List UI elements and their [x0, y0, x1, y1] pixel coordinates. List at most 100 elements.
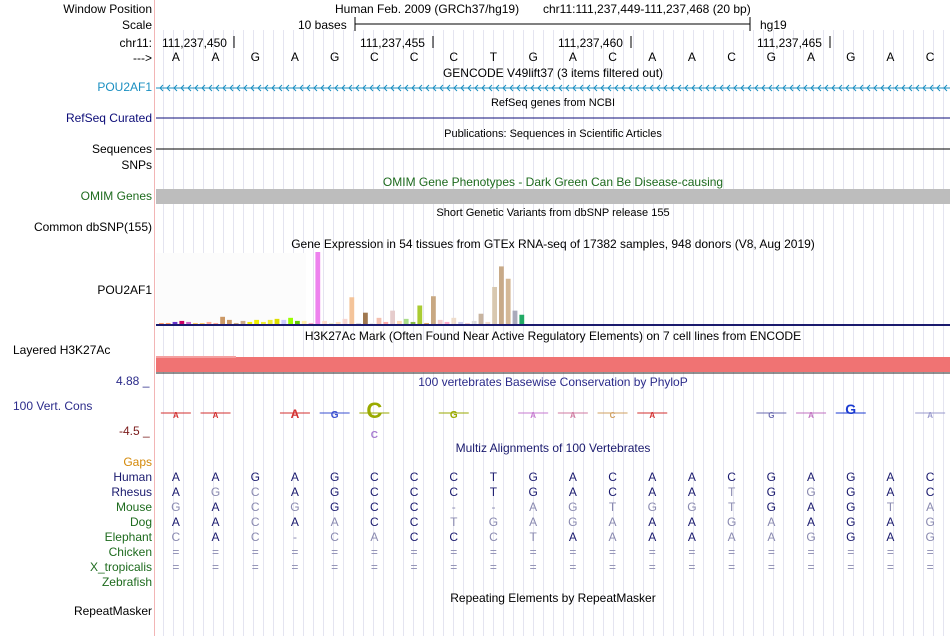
- alignment-base: G: [647, 500, 657, 514]
- grid-line: [833, 30, 834, 636]
- refseq-track-label[interactable]: RefSeq Curated: [65, 111, 152, 125]
- gtex-bar: [288, 317, 293, 324]
- alignment-base: A: [648, 515, 657, 529]
- dbsnp-track-label[interactable]: Common dbSNP(155): [33, 220, 152, 234]
- alignment-base: =: [728, 560, 736, 574]
- gtex-bar: [410, 321, 416, 324]
- alignment-base: C: [409, 470, 419, 484]
- grid-line: [163, 30, 164, 636]
- species-label[interactable]: X_tropicalis: [89, 560, 152, 574]
- gencode-strand-arrow: [222, 84, 227, 92]
- grid-line: [743, 30, 744, 636]
- refseq-track-title[interactable]: RefSeq genes from NCBI: [490, 97, 616, 109]
- gencode-strand-arrow: [278, 84, 283, 92]
- gencode-strand-arrow: [334, 84, 339, 92]
- gencode-strand-arrow: [404, 84, 409, 92]
- gtex-bar: [437, 319, 443, 324]
- omim-track-title[interactable]: OMIM Gene Phenotypes - Dark Green Can Be…: [382, 175, 724, 189]
- alignment-base: T: [608, 500, 617, 514]
- gtex-bar: [444, 321, 450, 324]
- gencode-strand-arrow: [817, 84, 822, 92]
- gencode-strand-arrow: [831, 84, 836, 92]
- grid-line: [343, 30, 344, 636]
- gencode-strand-arrow: [670, 84, 675, 92]
- dbsnp-track-title[interactable]: Short Genetic Variants from dbSNP releas…: [436, 207, 670, 219]
- species-label[interactable]: Elephant: [104, 530, 152, 544]
- gencode-strand-arrow: [299, 84, 304, 92]
- omim-track-label[interactable]: OMIM Genes: [80, 189, 152, 203]
- gtex-bar: [213, 322, 219, 324]
- alignment-base: A: [687, 515, 696, 529]
- species-label[interactable]: Human: [113, 470, 152, 484]
- gencode-strand-arrow: [712, 84, 717, 92]
- gencode-strand-arrow: [383, 84, 388, 92]
- alignment-base: A: [370, 530, 379, 544]
- gtex-bar: [417, 305, 423, 324]
- multiz-track-title[interactable]: Multiz Alignments of 100 Vertebrates: [455, 441, 651, 455]
- gencode-track-title[interactable]: GENCODE V49lift37 (3 items filtered out): [442, 66, 664, 80]
- h3k27ac-track-title[interactable]: H3K27Ac Mark (Often Found Near Active Re…: [304, 329, 802, 343]
- gencode-strand-arrow: [628, 84, 633, 92]
- gencode-strand-arrow: [607, 84, 612, 92]
- grid-line: [543, 30, 544, 636]
- gencode-strand-arrow: [229, 84, 234, 92]
- phylop-track-label[interactable]: 100 Vert. Cons: [13, 399, 93, 413]
- gtex-bar: [315, 252, 321, 324]
- grid-line: [333, 30, 334, 636]
- sequences-track-label[interactable]: Sequences: [91, 142, 152, 156]
- species-label[interactable]: Zebrafish: [101, 575, 152, 589]
- alignment-base: A: [767, 530, 776, 544]
- species-label[interactable]: Chicken: [108, 545, 152, 559]
- alignment-base: G: [925, 515, 935, 529]
- alignment-base: A: [211, 500, 220, 514]
- gtex-bar: [308, 322, 314, 324]
- species-label[interactable]: Mouse: [115, 500, 152, 514]
- h3k27ac-track-label[interactable]: Layered H3K27Ac: [13, 343, 111, 357]
- window-position-label: Window Position: [63, 2, 152, 16]
- alignment-base: C: [925, 485, 935, 499]
- gencode-gene-label[interactable]: POU2AF1: [97, 80, 152, 94]
- grid-line: [403, 30, 404, 636]
- gtex-bar: [267, 319, 273, 324]
- gencode-strand-arrow: [852, 84, 857, 92]
- species-label[interactable]: Rhesus: [111, 485, 152, 499]
- alignment-base: C: [370, 485, 379, 499]
- alignment-base: =: [489, 545, 497, 559]
- gencode-strand-arrow: [894, 84, 899, 92]
- alignment-base: T: [450, 515, 458, 529]
- gencode-strand-arrow: [208, 84, 213, 92]
- alignment-base: G: [488, 515, 499, 529]
- species-label[interactable]: Dog: [129, 515, 152, 529]
- repeatmasker-track-title[interactable]: Repeating Elements by RepeatMasker: [450, 591, 656, 605]
- grid-line: [693, 30, 694, 636]
- gencode-strand-arrow: [376, 84, 381, 92]
- grid-line: [193, 30, 194, 636]
- gencode-strand-arrow: [166, 84, 171, 92]
- alignment-base: G: [568, 515, 578, 529]
- alignment-base: =: [489, 560, 497, 574]
- gtex-bar: [240, 320, 246, 324]
- alignment-base: -: [451, 500, 456, 514]
- alignment-base: =: [569, 545, 577, 559]
- alignment-base: C: [608, 470, 617, 484]
- gtex-track-title[interactable]: Gene Expression in 54 tissues from GTEx …: [291, 237, 815, 251]
- publications-track-title[interactable]: Publications: Sequences in Scientific Ar…: [444, 128, 662, 140]
- alignment-base: A: [886, 485, 895, 499]
- phylop-logo-letter: C: [366, 398, 382, 423]
- phylop-track-title[interactable]: 100 vertebrates Basewise Conservation by…: [418, 375, 688, 389]
- snps-track-label[interactable]: SNPs: [121, 158, 152, 172]
- alignment-base: C: [409, 515, 419, 529]
- gencode-strand-arrow: [754, 84, 759, 92]
- ref-base: C: [727, 50, 736, 64]
- alignment-base: A: [211, 470, 220, 484]
- gencode-strand-arrow: [460, 84, 465, 92]
- gencode-strand-arrow: [929, 84, 934, 92]
- alignment-base: C: [608, 485, 617, 499]
- alignment-base: =: [251, 560, 259, 574]
- grid-line: [943, 30, 944, 636]
- gtex-bar: [471, 320, 477, 324]
- alignment-base: C: [449, 530, 459, 544]
- grid-line: [263, 30, 264, 636]
- repeatmasker-track-label[interactable]: RepeatMasker: [73, 604, 152, 618]
- gtex-track-label[interactable]: POU2AF1: [97, 283, 152, 297]
